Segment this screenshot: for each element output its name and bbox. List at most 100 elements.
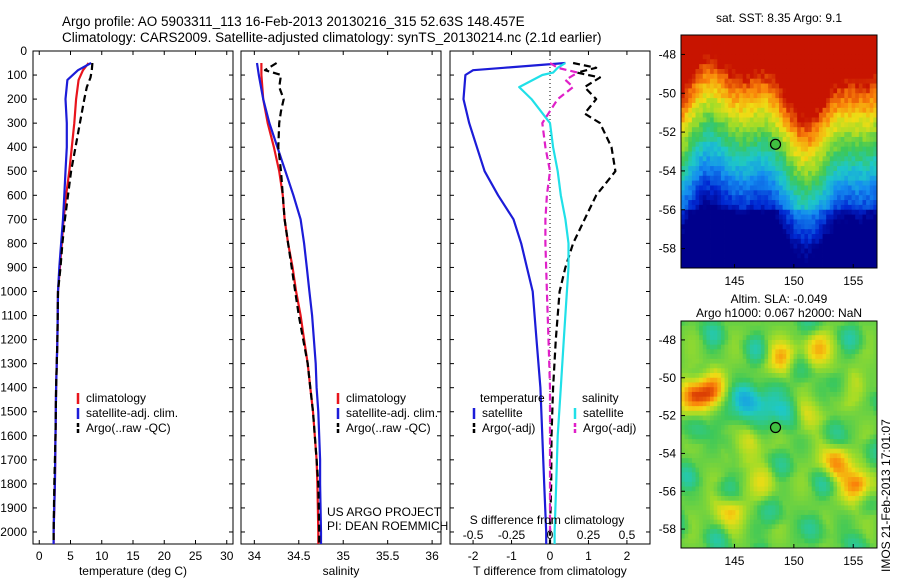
sla_map-cell: [691, 458, 696, 464]
sst_map-cell: [837, 170, 842, 177]
sst_map-cell: [702, 243, 707, 249]
sst_map-cell: [829, 253, 834, 259]
sla_map-cell: [797, 495, 802, 502]
sst_map-cell: [800, 156, 805, 162]
sla_map-cell: [869, 486, 874, 492]
sst_map-cell: [815, 59, 820, 65]
sla_map-cell: [862, 495, 867, 502]
sla_map-cell: [779, 467, 784, 473]
sla_map-cell: [862, 358, 867, 364]
sst_map-cell: [869, 151, 874, 157]
sla_map-cell: [731, 448, 736, 454]
sla_map-cell: [797, 358, 802, 364]
sla_map-cell: [811, 339, 816, 346]
sla_map-cell: [713, 354, 718, 360]
sst_map-cell: [866, 248, 871, 254]
sst_map-cell: [731, 161, 736, 167]
sst_map-cell: [775, 107, 780, 114]
sla_map-cell: [688, 368, 693, 374]
sst_map-cell: [800, 141, 805, 148]
sla_map-cell: [808, 420, 813, 426]
sst_map-cell: [713, 229, 718, 235]
sst_map-cell: [847, 49, 852, 55]
sla_map-cell: [786, 467, 791, 473]
sst_map-cell: [793, 190, 798, 196]
sla_map-cell: [710, 396, 715, 402]
sst_map-cell: [753, 44, 758, 50]
sst_map-cell: [746, 102, 751, 109]
sla_map-cell: [855, 344, 860, 350]
sla_map-cell: [702, 467, 707, 473]
sst_map-cell: [873, 88, 878, 94]
sst_map-cell: [786, 156, 791, 162]
sla_map-cell: [771, 486, 776, 492]
sla_map-cell: [815, 354, 820, 360]
sst_map-cell: [757, 83, 762, 89]
sst_map-cell: [808, 68, 813, 75]
sst_map-cell: [742, 83, 747, 89]
sst_map-cell: [717, 243, 722, 249]
sla_map-cell: [833, 425, 838, 431]
sst_map-cell: [691, 156, 696, 162]
sst_map-cell: [866, 166, 871, 172]
sst_map-cell: [837, 190, 842, 196]
sla_map-cell: [789, 349, 794, 355]
sst_map-cell: [771, 258, 776, 264]
sst_map-cell: [855, 185, 860, 191]
sla_map-cell: [829, 486, 834, 492]
sst_map-cell: [710, 204, 715, 211]
sst_map-cell: [753, 117, 758, 123]
sla_map-cell: [826, 368, 831, 374]
sst_map-cell: [731, 73, 736, 80]
sst_map-cell: [695, 258, 700, 264]
sst_map-cell: [789, 258, 794, 264]
sst_map-cell: [808, 44, 813, 50]
sst_map-cell: [851, 98, 856, 104]
sst_map-cell: [804, 112, 809, 118]
sst_map-cell: [706, 243, 711, 249]
sst_map-cell: [808, 136, 813, 143]
sst_map-cell: [728, 238, 733, 245]
sst_map-cell: [728, 35, 733, 41]
sst_map-cell: [731, 93, 736, 99]
sla_map-cell: [713, 500, 718, 506]
sla_map-cell: [695, 321, 700, 327]
sla_map-cell: [866, 401, 871, 407]
sla_map-cell: [869, 377, 874, 383]
sst_map-cell: [808, 190, 813, 196]
sst_map-cell: [706, 209, 711, 215]
sla_map-cell: [688, 387, 693, 393]
sst_map-cell: [728, 170, 733, 177]
sla_map-cell: [862, 453, 867, 459]
sla_map-cell: [684, 467, 689, 473]
sst_map-cell: [753, 185, 758, 191]
sst_map-cell: [681, 112, 686, 118]
sla_map-cell: [866, 425, 871, 431]
sst_map-cell: [720, 44, 725, 50]
sst_map-cell: [837, 59, 842, 65]
sst_map-cell: [742, 127, 747, 133]
sla_map-cell: [739, 339, 744, 346]
temperature-ticks: 0 5 10 15 20 25 300100200300400500600700800900…: [0, 44, 233, 563]
sla_map-cell: [786, 481, 791, 487]
sla_map-cell: [804, 354, 809, 360]
sst_map-cell: [847, 185, 852, 191]
sla_map-cell: [800, 339, 805, 346]
sst_map-cell: [724, 122, 729, 128]
sst_map-cell: [746, 44, 751, 50]
sla_map-cell: [713, 330, 718, 336]
sla_map-cell: [782, 349, 787, 355]
sla_map-cell: [847, 458, 852, 464]
sla_map-cell: [837, 321, 842, 327]
sst_map-cell: [866, 258, 871, 264]
sla_map-cell: [855, 453, 860, 459]
sla_map-cell: [746, 368, 751, 374]
sla_map-cell: [793, 373, 798, 379]
sla_map-cell: [720, 321, 725, 327]
sst_map-cell: [840, 102, 845, 109]
sst_map-cell: [757, 39, 762, 46]
sla_map-cell: [804, 472, 809, 478]
sla_map-cell: [739, 325, 744, 331]
sla_map-cell: [775, 491, 780, 497]
sst_map-cell: [728, 200, 733, 206]
